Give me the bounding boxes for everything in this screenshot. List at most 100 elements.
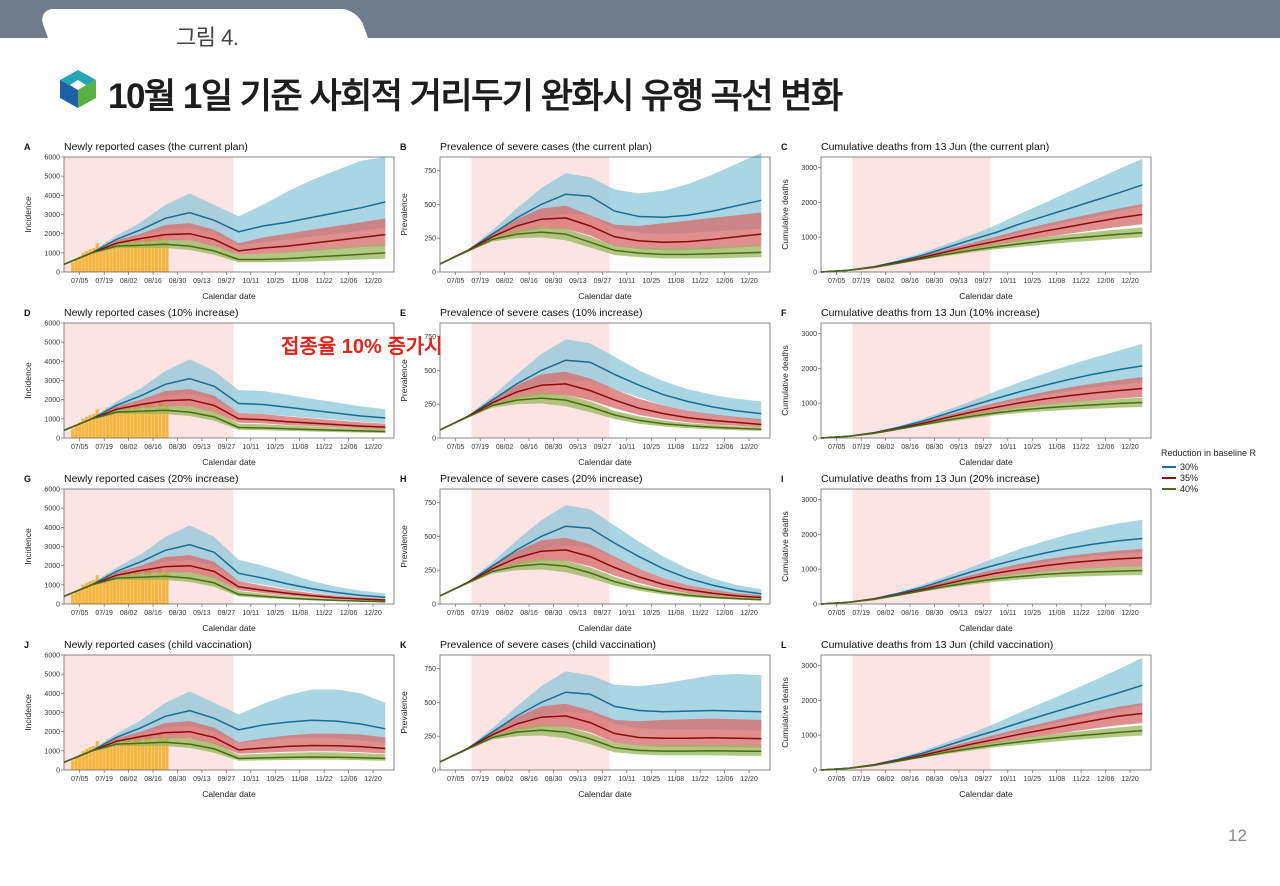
bar-07-29 bbox=[120, 579, 124, 604]
x-tick-08-30: 08/30 bbox=[545, 278, 563, 285]
band-35pct bbox=[821, 377, 1143, 438]
y-tick-3000: 3000 bbox=[44, 212, 60, 219]
y-tick-0: 0 bbox=[432, 602, 436, 609]
x-tick-12-06: 12/06 bbox=[340, 278, 358, 285]
y-tick-500: 500 bbox=[424, 368, 436, 375]
x-tick-11-08: 11/08 bbox=[1048, 278, 1065, 285]
bar-07-23 bbox=[109, 247, 113, 272]
x-tick-08-16: 08/16 bbox=[144, 610, 162, 617]
bar-08-24 bbox=[165, 571, 169, 604]
plot-frame bbox=[820, 322, 1152, 439]
x-tick-10-25: 10/25 bbox=[1024, 444, 1042, 451]
y-tick-0: 0 bbox=[813, 768, 817, 775]
bar-08-08 bbox=[137, 738, 141, 770]
bar-07-03 bbox=[74, 259, 78, 272]
x-tick-09-27: 09/27 bbox=[594, 444, 612, 451]
annotation-vaccination: 접종율 10% 증가시 bbox=[281, 336, 443, 358]
line-30pct bbox=[63, 709, 386, 763]
bar-07-31 bbox=[123, 737, 127, 770]
y-tick-0: 0 bbox=[56, 602, 60, 609]
x-tick-12-20: 12/20 bbox=[1121, 444, 1139, 451]
panel-letter-j: J bbox=[24, 640, 29, 650]
line-40pct bbox=[820, 401, 1143, 439]
bar-07-21 bbox=[106, 739, 110, 770]
bar-07-19 bbox=[102, 742, 106, 770]
x-tick-08-02: 08/02 bbox=[877, 610, 895, 617]
bar-07-11 bbox=[88, 581, 92, 604]
x-tick-09-27: 09/27 bbox=[975, 278, 993, 285]
bar-08-02 bbox=[127, 407, 131, 438]
y-axis-label: Prevalence bbox=[399, 525, 409, 568]
x-tick-12-20: 12/20 bbox=[740, 610, 758, 617]
bar-08-06 bbox=[133, 403, 138, 438]
y-tick-0: 0 bbox=[56, 436, 60, 443]
logo-inner-facet bbox=[70, 80, 86, 90]
bar-07-07 bbox=[81, 252, 85, 272]
x-tick-12-06: 12/06 bbox=[716, 444, 734, 451]
panel-letter-k: K bbox=[400, 640, 407, 650]
x-tick-11-08: 11/08 bbox=[667, 776, 684, 783]
x-tick-08-02: 08/02 bbox=[120, 610, 138, 617]
line-30pct bbox=[63, 543, 386, 599]
bar-07-25 bbox=[113, 574, 117, 604]
x-tick-08-02: 08/02 bbox=[877, 444, 895, 451]
x-tick-07-05: 07/05 bbox=[71, 444, 89, 451]
y-tick-750: 750 bbox=[424, 500, 436, 507]
panel-c: 0 1000 2000 3000 07/05 07/19 08/02 08/16 08/30 09… bbox=[780, 141, 1152, 301]
y-tick-4000: 4000 bbox=[44, 525, 60, 532]
panel-title-j: Newly reported cases (child vaccination) bbox=[64, 639, 252, 651]
bar-08-08 bbox=[137, 240, 141, 272]
line-40pct bbox=[820, 569, 1143, 605]
band-35pct bbox=[821, 204, 1143, 272]
line-30pct bbox=[439, 359, 762, 431]
bar-07-23 bbox=[109, 579, 113, 604]
x-tick-08-30: 08/30 bbox=[169, 278, 187, 285]
x-tick-09-27: 09/27 bbox=[594, 278, 612, 285]
x-tick-11-22: 11/22 bbox=[692, 444, 709, 451]
y-axis-label: Cumulative deaths bbox=[780, 677, 790, 747]
y-tick-0: 0 bbox=[56, 270, 60, 277]
bar-07-27 bbox=[116, 411, 120, 438]
line-35pct bbox=[63, 730, 386, 763]
panel-letter-b: B bbox=[400, 142, 407, 152]
bar-08-08 bbox=[137, 572, 141, 604]
logo-icon bbox=[60, 70, 96, 108]
x-tick-08-30: 08/30 bbox=[926, 610, 944, 617]
y-axis-label: Cumulative deaths bbox=[780, 511, 790, 581]
x-tick-10-11: 10/11 bbox=[618, 776, 635, 783]
bar-08-18 bbox=[154, 242, 159, 272]
x-tick-12-06: 12/06 bbox=[1097, 610, 1115, 617]
bar-07-05 bbox=[78, 422, 82, 438]
y-tick-0: 0 bbox=[813, 602, 817, 609]
line-40pct bbox=[439, 729, 762, 763]
x-tick-12-06: 12/06 bbox=[340, 776, 358, 783]
x-tick-11-08: 11/08 bbox=[1048, 776, 1065, 783]
x-tick-08-30: 08/30 bbox=[926, 278, 944, 285]
line-35pct bbox=[63, 232, 386, 265]
y-tick-500: 500 bbox=[424, 534, 436, 541]
line-40pct bbox=[439, 563, 762, 601]
x-tick-10-25: 10/25 bbox=[643, 278, 661, 285]
y-axis-label: Incidence bbox=[23, 528, 33, 565]
y-tick-0: 0 bbox=[432, 768, 436, 775]
y-tick-3000: 3000 bbox=[801, 663, 817, 670]
x-tick-08-30: 08/30 bbox=[169, 444, 187, 451]
y-tick-500: 500 bbox=[424, 700, 436, 707]
x-axis-label: Calendar date bbox=[959, 457, 1013, 467]
bar-08-24 bbox=[165, 405, 169, 438]
line-35pct bbox=[439, 715, 762, 763]
panel-letter-c: C bbox=[781, 142, 788, 152]
x-tick-08-02: 08/02 bbox=[496, 776, 514, 783]
bar-08-24 bbox=[165, 737, 169, 770]
x-tick-07-19: 07/19 bbox=[95, 610, 113, 617]
legend-item-40: 40% bbox=[1161, 483, 1256, 494]
y-axis-label: Incidence bbox=[23, 694, 33, 731]
x-tick-07-05: 07/05 bbox=[447, 610, 465, 617]
x-tick-09-27: 09/27 bbox=[594, 776, 612, 783]
bar-08-22 bbox=[161, 739, 166, 770]
y-tick-250: 250 bbox=[424, 402, 436, 409]
x-tick-08-30: 08/30 bbox=[545, 444, 563, 451]
y-tick-5000: 5000 bbox=[44, 174, 60, 181]
y-tick-3000: 3000 bbox=[44, 710, 60, 717]
x-tick-11-22: 11/22 bbox=[316, 444, 333, 451]
